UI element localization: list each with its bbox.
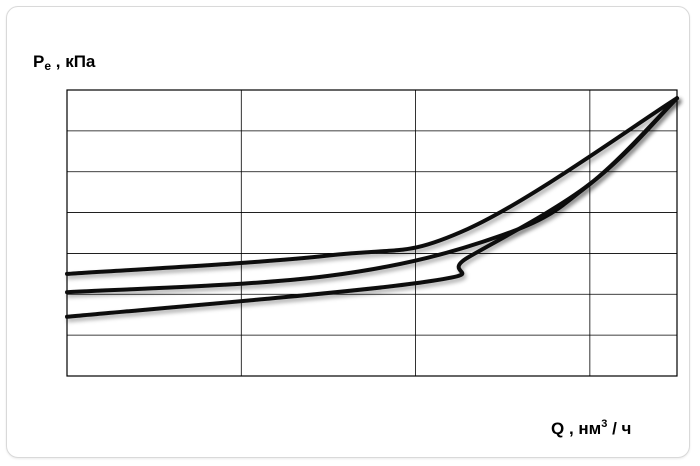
series-line-3: [65, 96, 679, 319]
series-line-1: [65, 96, 679, 276]
chart-grid: [66, 89, 678, 377]
plot-area-border: [66, 89, 678, 377]
chart-series: [65, 96, 679, 319]
y-axis-label: Pe , кПа: [33, 52, 96, 73]
series-line-2: [65, 96, 679, 295]
chart-card: [6, 6, 690, 458]
x-axis-label: Q , нм3 / ч: [551, 418, 632, 438]
